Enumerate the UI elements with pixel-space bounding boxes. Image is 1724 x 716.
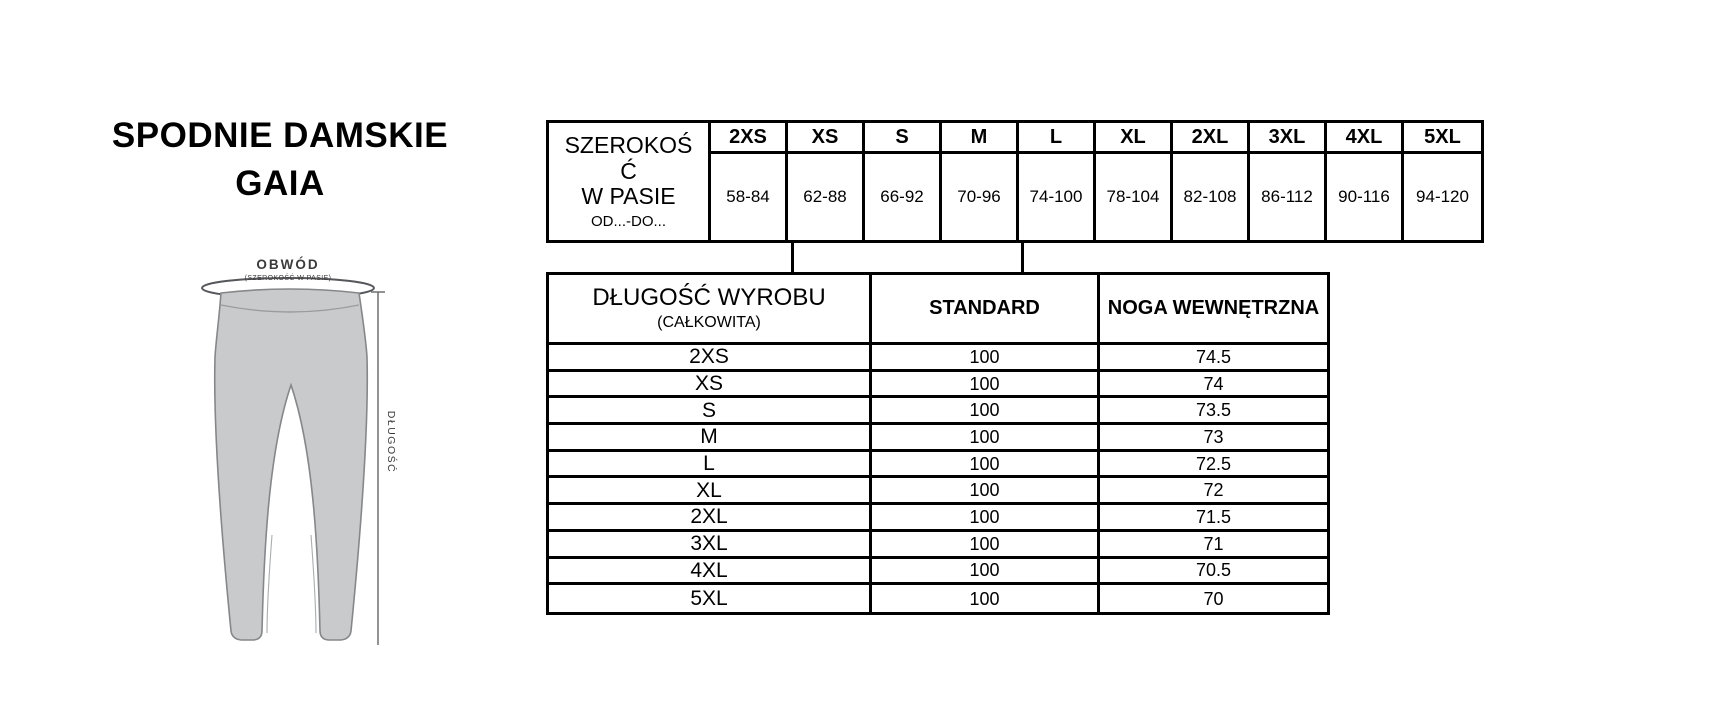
length-row-inner-leg: 72 bbox=[1100, 478, 1327, 506]
length-header-subtitle: (CAŁKOWITA) bbox=[657, 313, 761, 331]
waist-size-header: S bbox=[865, 123, 942, 154]
right-leg-seam bbox=[310, 534, 317, 634]
length-row-inner-leg: 74.5 bbox=[1100, 345, 1327, 372]
pants-diagram-icon: OBWÓD (SZEROKOŚĆ W PASIE) DŁUGOŚĆ bbox=[201, 257, 398, 645]
length-row-inner-leg: 73.5 bbox=[1100, 398, 1327, 426]
obwod-sublabel: (SZEROKOŚĆ W PASIE) bbox=[245, 273, 332, 282]
waist-size-header: 2XL bbox=[1173, 123, 1250, 154]
length-row-standard: 100 bbox=[872, 478, 1100, 506]
table-connector-line bbox=[791, 240, 794, 275]
length-header-title: DŁUGOŚĆ WYROBU bbox=[592, 284, 826, 312]
length-row-size: 4XL bbox=[549, 558, 872, 586]
length-row-standard: 100 bbox=[872, 531, 1100, 559]
waist-range-cell: 62-88 bbox=[788, 154, 865, 240]
waist-range-cell: 94-120 bbox=[1416, 187, 1469, 206]
page-title-line2: GAIA bbox=[235, 164, 325, 204]
length-row-size: M bbox=[549, 425, 872, 452]
pants-shape bbox=[213, 288, 369, 641]
pants-figure: OBWÓD (SZEROKOŚĆ W PASIE) DŁUGOŚĆ bbox=[173, 235, 403, 655]
length-header-standard: STANDARD bbox=[872, 275, 1100, 345]
product-length-table: DŁUGOŚĆ WYROBU (CAŁKOWITA) STANDARD NOGA… bbox=[546, 272, 1330, 615]
waist-range-cell: 90-116 bbox=[1327, 154, 1404, 240]
length-row-size: XS bbox=[549, 371, 872, 399]
left-leg-seam bbox=[266, 534, 273, 634]
waist-range-cell: 82-108 bbox=[1173, 154, 1250, 240]
waist-size-header: XS bbox=[788, 123, 865, 154]
length-row-inner-leg: 71 bbox=[1100, 532, 1327, 559]
length-row-standard: 100 bbox=[872, 345, 1100, 372]
length-row-inner-leg: 72.5 bbox=[1100, 452, 1327, 479]
length-row-standard: 100 bbox=[872, 398, 1100, 426]
waist-size-header: 2XS bbox=[711, 123, 788, 154]
dlugosc-label: DŁUGOŚĆ bbox=[385, 411, 398, 473]
waist-size-header: 3XL bbox=[1250, 123, 1327, 154]
waistband-seam bbox=[220, 304, 360, 313]
length-row-inner-leg: 73 bbox=[1100, 425, 1327, 452]
length-header-inner-leg: NOGA WEWNĘTRZNA bbox=[1100, 275, 1327, 345]
length-row-standard: 100 bbox=[872, 585, 1100, 612]
waist-header-subtitle: OD...-DO... bbox=[591, 213, 666, 231]
length-row-standard: 100 bbox=[872, 451, 1100, 479]
page-title-line1: SPODNIE DAMSKIE bbox=[111, 116, 449, 155]
waist-size-header: M bbox=[942, 123, 1019, 154]
length-row-inner-leg: 70.5 bbox=[1100, 559, 1327, 586]
length-row-size: 5XL bbox=[549, 585, 872, 612]
length-row-size: 3XL bbox=[549, 531, 872, 559]
length-row-size: S bbox=[549, 398, 872, 426]
length-row-standard: 100 bbox=[872, 425, 1100, 452]
length-row-size: 2XL bbox=[549, 505, 872, 532]
length-row-size: L bbox=[549, 451, 872, 479]
waist-table-header-cell: SZEROKOŚ Ć W PASIE OD...-DO... bbox=[549, 123, 711, 240]
length-header-col1: DŁUGOŚĆ WYROBU (CAŁKOWITA) bbox=[549, 275, 872, 345]
waist-range-cell: 70-96 bbox=[942, 154, 1019, 240]
length-row-inner-leg: 71.5 bbox=[1100, 505, 1327, 532]
waist-size-header: L bbox=[1019, 123, 1096, 154]
table-connector-line bbox=[1021, 240, 1024, 275]
length-row-size: XL bbox=[549, 478, 872, 506]
waist-range-cell: 66-92 bbox=[865, 154, 942, 240]
length-row-inner-leg: 74 bbox=[1100, 372, 1327, 399]
waist-range-cell: 78-104 bbox=[1096, 154, 1173, 240]
waist-size-header: 4XL bbox=[1327, 123, 1404, 154]
waist-width-table: SZEROKOŚ Ć W PASIE OD...-DO... 2XS XS S … bbox=[546, 120, 1484, 243]
length-row-inner-leg: 70 bbox=[1203, 588, 1224, 609]
waist-range-cell: 86-112 bbox=[1250, 154, 1327, 240]
waist-header-title: SZEROKOŚ Ć W PASIE bbox=[564, 131, 693, 210]
length-row-standard: 100 bbox=[872, 505, 1100, 532]
waist-range-cell: 58-84 bbox=[711, 154, 788, 240]
waist-range-cell: 74-100 bbox=[1019, 154, 1096, 240]
length-row-standard: 100 bbox=[872, 558, 1100, 586]
length-row-standard: 100 bbox=[872, 371, 1100, 399]
length-row-size: 2XS bbox=[549, 345, 872, 372]
obwod-label: OBWÓD bbox=[256, 257, 319, 272]
page-title: SPODNIE DAMSKIE GAIA bbox=[60, 112, 500, 209]
length-dimension-line bbox=[371, 291, 385, 645]
waist-size-header: 5XL bbox=[1404, 123, 1481, 154]
waist-size-header: XL bbox=[1096, 123, 1173, 154]
